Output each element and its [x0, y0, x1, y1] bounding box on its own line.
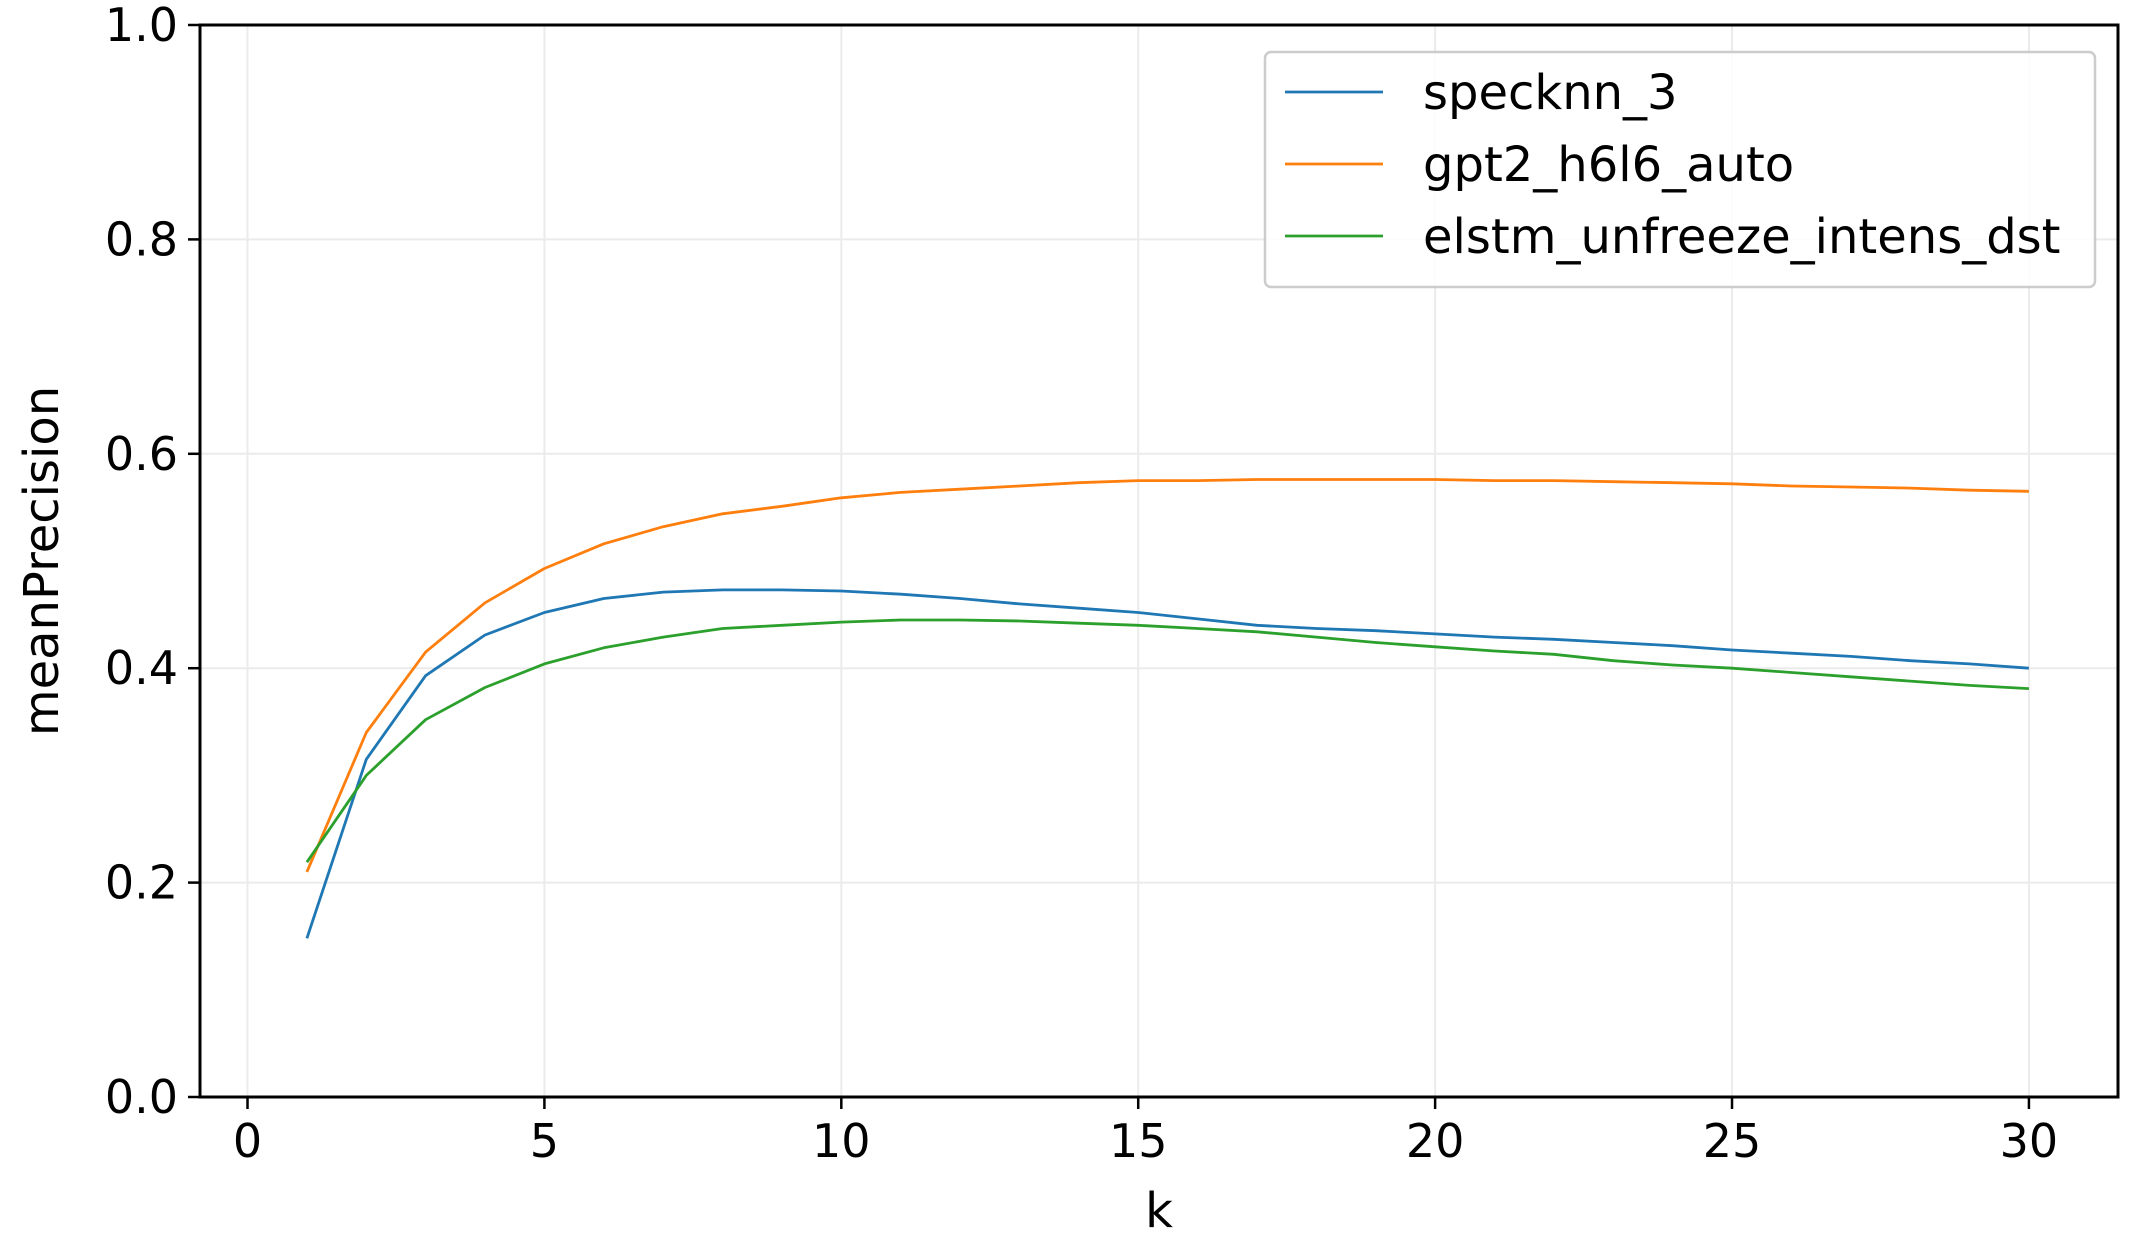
x-tick-label: 30 [2000, 1114, 2059, 1168]
series-line-specknn_3 [305, 588, 2030, 939]
series-line-elstm_unfreeze_intens_dst [305, 618, 2029, 863]
x-tick-label: 0 [233, 1114, 262, 1168]
y-tick-label: 1.0 [105, 0, 178, 52]
plot-frame [198, 23, 2120, 1099]
ticks-layer: 0 5 10 15 20 25 30 0.0 0.2 0.4 0.6 0.8 1.0 [105, 0, 2058, 1168]
x-tick-label: 25 [1703, 1114, 1762, 1168]
x-tick-label: 15 [1109, 1114, 1168, 1168]
legend: specknn_3 gpt2_h6l6_auto elstm_unfreeze_in… [1263, 50, 2097, 289]
legend-label: elstm_unfreeze_intens_dst [1423, 209, 2061, 265]
y-tick-label: 0.2 [105, 856, 178, 910]
x-tick-label: 10 [812, 1114, 871, 1168]
x-axis-label: k [1145, 1183, 1173, 1239]
legend-label: gpt2_h6l6_auto [1423, 137, 1794, 193]
x-tick-label: 20 [1406, 1114, 1465, 1168]
series-layer [305, 478, 2030, 939]
legend-label: specknn_3 [1423, 65, 1678, 121]
y-tick-label: 0.6 [105, 427, 178, 481]
y-tick-label: 0.0 [105, 1070, 178, 1124]
y-axis-label: meanPrecision [14, 386, 70, 736]
x-tick-label: 5 [530, 1114, 559, 1168]
legend-box [1263, 50, 2097, 289]
series-line-gpt2_h6l6_auto [305, 478, 2029, 873]
y-tick-label: 0.4 [105, 641, 178, 695]
y-tick-label: 0.8 [105, 212, 178, 266]
